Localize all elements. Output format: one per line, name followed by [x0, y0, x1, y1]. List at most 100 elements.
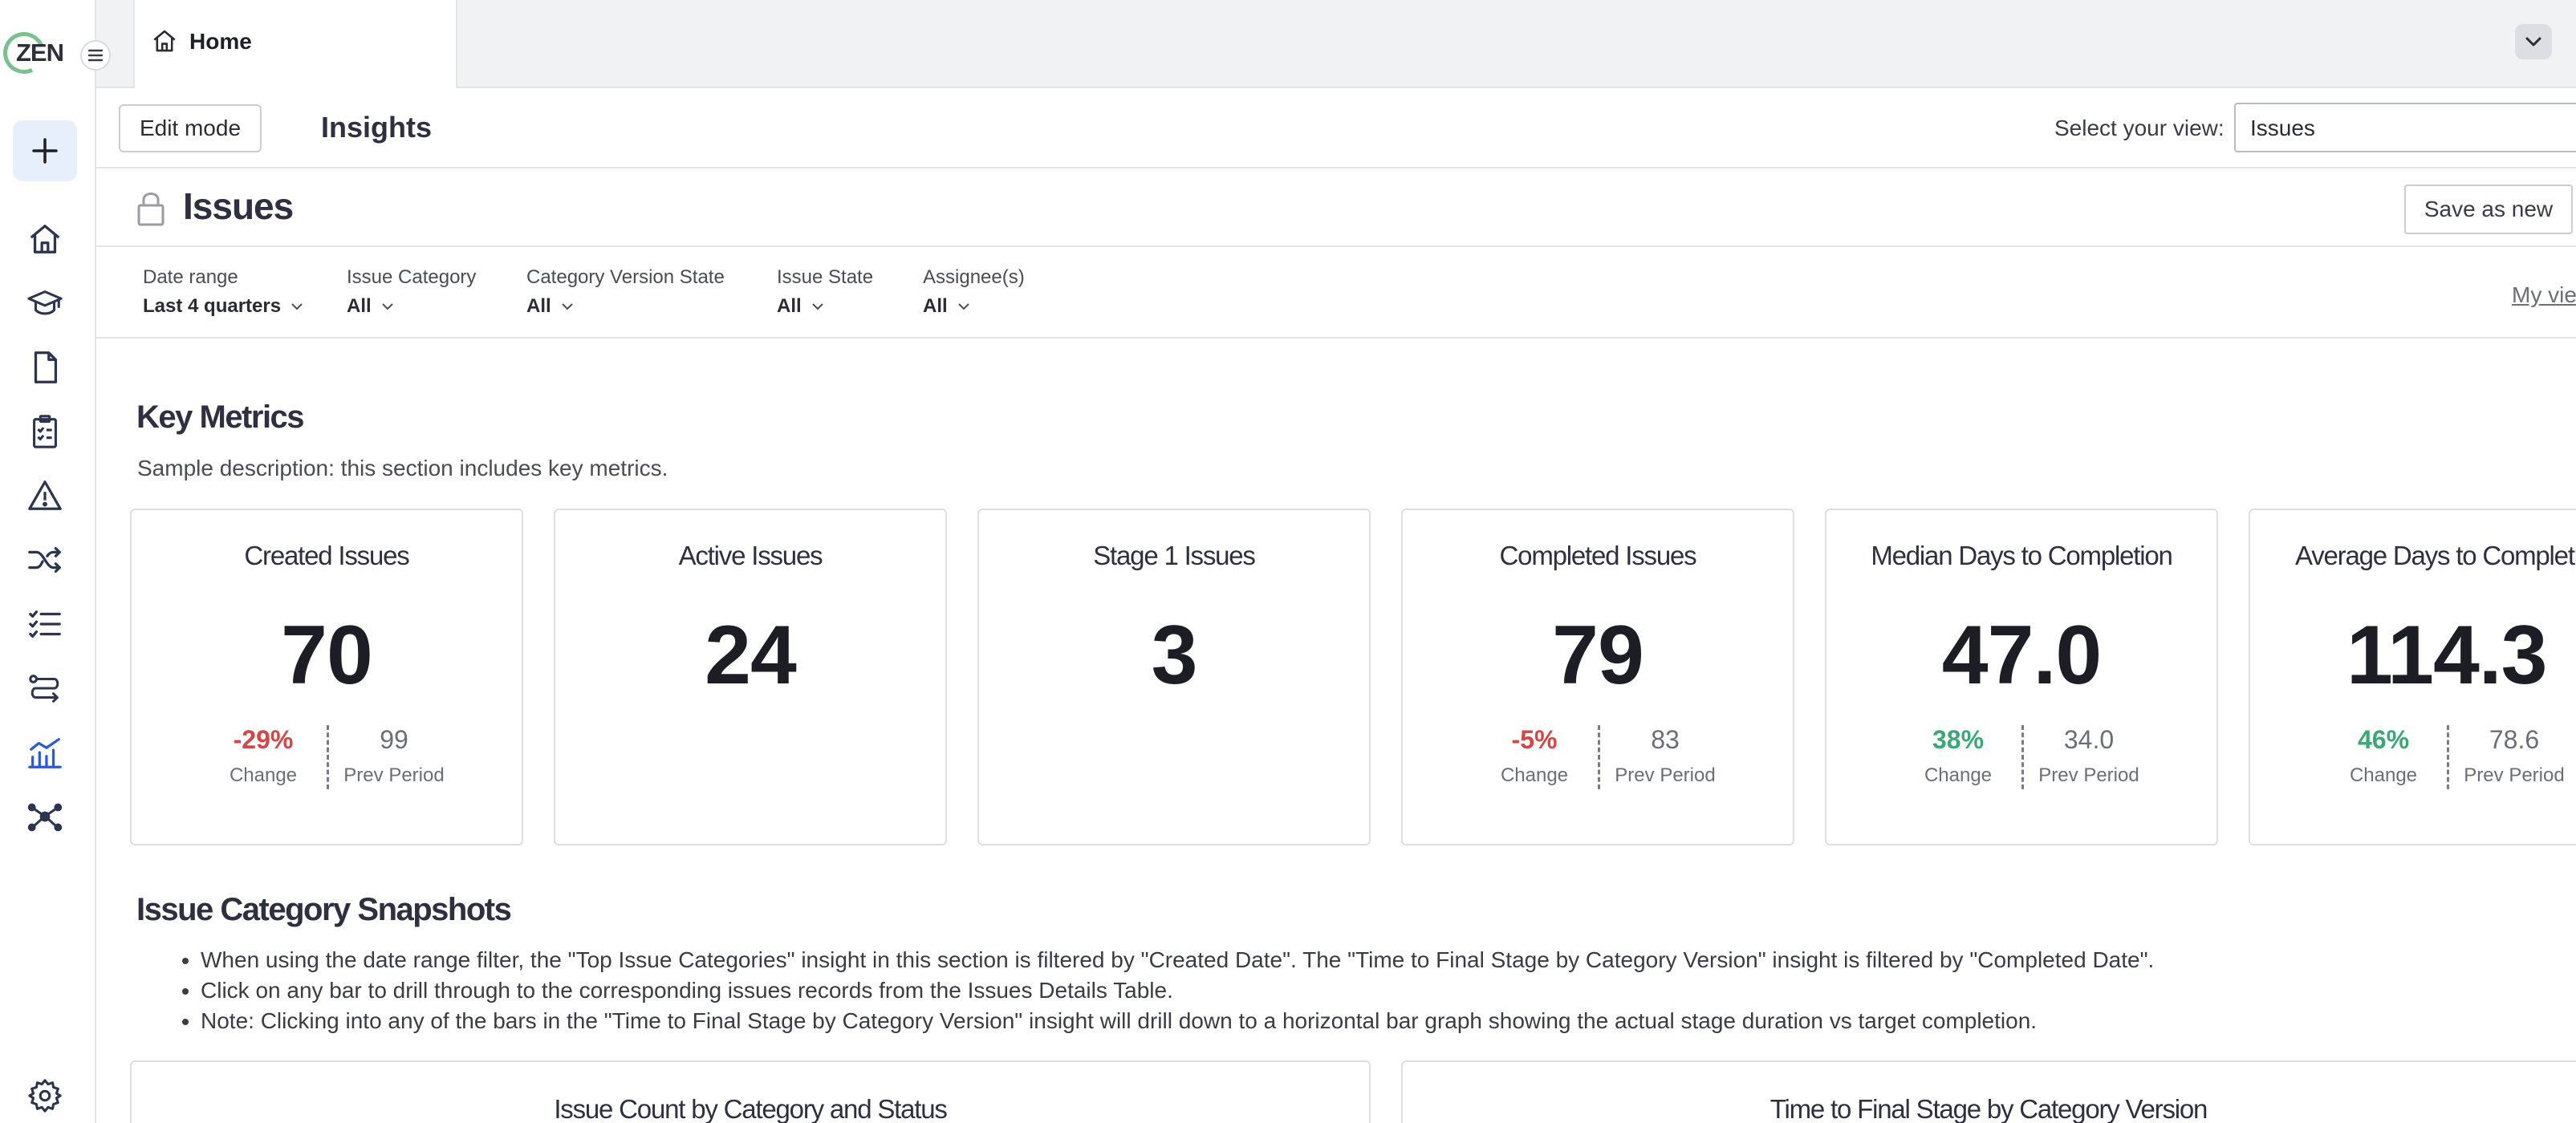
note-item: Click on any bar to drill through to the…	[201, 975, 2528, 1006]
change-value: 38%	[1932, 725, 1985, 754]
divider	[327, 725, 329, 789]
sidebar-toggle-button[interactable]	[80, 40, 111, 71]
metric-change: 46% Change	[2331, 725, 2436, 787]
chart-icon	[28, 738, 62, 768]
note-item: When using the date range filter, the "T…	[201, 945, 2528, 975]
metric-change: 38% Change	[1906, 725, 2010, 787]
metric-value: 79	[1552, 609, 1644, 702]
chart-title: Time to Final Stage by Category Version	[1769, 1094, 2208, 1123]
chevron-down-icon	[811, 303, 823, 310]
chart-card-issue-count[interactable]: Issue Count by Category and Status	[130, 1060, 1371, 1123]
filter-issue-category[interactable]: Issue Category All	[347, 266, 476, 318]
rail-tasks[interactable]	[22, 602, 67, 647]
chevron-down-icon	[561, 303, 573, 310]
metric-card-stage-1-issues[interactable]: Stage 1 Issues 3	[977, 509, 1371, 845]
home-icon	[30, 225, 60, 253]
filter-value-text: All	[347, 295, 372, 317]
filter-date-range[interactable]: Date range Last 4 quarters	[143, 266, 303, 318]
metric-comparison: 46% Change 78.6 Prev Period	[2250, 725, 2576, 793]
save-as-new-button[interactable]: Save as new	[2404, 184, 2573, 234]
rail-home[interactable]	[22, 217, 67, 261]
clipboard-checklist-icon	[33, 415, 57, 448]
filter-label: Date range	[143, 266, 238, 288]
metric-card-active-issues[interactable]: Active Issues 24	[554, 509, 947, 845]
tab-home-label: Home	[189, 29, 252, 54]
metric-value: 24	[705, 609, 797, 702]
filter-label: Issue Category	[347, 266, 477, 288]
my-views-link[interactable]: My vie	[2512, 282, 2576, 307]
app-logo[interactable]: ZEN	[0, 26, 64, 80]
chevron-down-icon	[291, 303, 303, 310]
key-metrics-title: Key Metrics	[136, 399, 305, 435]
prev-caption: Prev Period	[2038, 764, 2139, 786]
metric-change: -29% Change	[211, 725, 315, 787]
page-header: Edit mode Insights Select your view: Iss…	[96, 88, 2576, 168]
metric-change: -5% Change	[1482, 725, 1587, 787]
key-metrics-description: Sample description: this section include…	[137, 456, 668, 480]
rail-workflows[interactable]	[22, 666, 67, 711]
metric-card-completed-issues[interactable]: Completed Issues 79 -5% Change 83 Prev P…	[1401, 509, 1794, 845]
rail-settings[interactable]	[22, 1073, 67, 1118]
filter-value-text: Last 4 quarters	[143, 295, 282, 317]
chevron-down-icon	[2525, 37, 2541, 47]
prev-caption: Prev Period	[1615, 764, 1716, 786]
dashboard-header: Issues Save as new	[96, 170, 2576, 247]
filter-value-text: All	[526, 295, 551, 317]
home-tab-icon	[153, 30, 176, 52]
hamburger-icon	[87, 49, 104, 62]
filter-assignees[interactable]: Assignee(s) All	[923, 266, 1025, 318]
network-icon	[27, 803, 63, 832]
change-caption: Change	[2349, 764, 2418, 786]
change-value: -29%	[233, 725, 294, 754]
prev-value: 34.0	[2063, 725, 2115, 754]
metric-title: Average Days to Completio	[2295, 541, 2576, 570]
tab-bar: Home	[96, 0, 2576, 88]
note-item: Note: Clicking into any of the bars in t…	[201, 1006, 2528, 1036]
prev-value: 83	[1651, 725, 1680, 754]
rail-network[interactable]	[22, 794, 67, 839]
metric-prev-period: 99 Prev Period	[338, 725, 450, 787]
logo-text: ZEN	[16, 39, 64, 67]
view-select[interactable]: Issues	[2234, 103, 2576, 152]
rail-audits[interactable]	[22, 409, 67, 454]
tab-home[interactable]: Home	[133, 0, 457, 88]
prev-caption: Prev Period	[343, 764, 445, 786]
metric-title: Active Issues	[678, 541, 823, 570]
rail-issues[interactable]	[22, 473, 67, 518]
rail-learning[interactable]	[22, 281, 67, 326]
chart-card-time-to-final-stage[interactable]: Time to Final Stage by Category Version	[1401, 1060, 2576, 1123]
prev-value: 99	[380, 725, 408, 754]
filter-value: All	[923, 295, 1025, 318]
metric-value: 70	[281, 609, 373, 702]
filter-bar: Date range Last 4 quarters Issue Categor…	[96, 249, 2576, 339]
dashboard-title: Issues	[183, 185, 294, 227]
metric-title: Stage 1 Issues	[1093, 541, 1256, 570]
filter-value: All	[777, 295, 873, 318]
filter-label: Issue State	[777, 266, 874, 288]
divider	[1598, 725, 1600, 789]
snapshots-notes: When using the date range filter, the "T…	[201, 945, 2528, 1036]
edit-mode-button[interactable]: Edit mode	[119, 104, 262, 152]
metric-card-median-days[interactable]: Median Days to Completion 47.0 38% Chang…	[1825, 509, 2218, 845]
rail-documents[interactable]	[22, 345, 67, 390]
filter-value: All	[526, 295, 725, 318]
rail-insights[interactable]	[22, 730, 67, 775]
plus-icon	[32, 138, 58, 164]
warning-icon	[28, 480, 62, 510]
divider	[2021, 725, 2024, 789]
chevron-down-icon	[957, 303, 969, 310]
tab-list-dropdown-button[interactable]	[2515, 24, 2552, 59]
filter-issue-state[interactable]: Issue State All	[777, 266, 873, 318]
filter-value: All	[347, 295, 476, 318]
metric-card-created-issues[interactable]: Created Issues 70 -29% Change 99 Prev Pe…	[130, 509, 523, 845]
rail-changes[interactable]	[22, 537, 67, 582]
create-new-button[interactable]	[13, 120, 77, 181]
filter-category-version-state[interactable]: Category Version State All	[526, 266, 725, 318]
metric-value: 3	[1151, 609, 1198, 702]
graduation-cap-icon	[27, 290, 63, 315]
metric-card-average-days[interactable]: Average Days to Completio 114.3 46% Chan…	[2249, 509, 2576, 845]
view-select-label: Select your view:	[2054, 116, 2225, 140]
metric-title: Median Days to Completion	[1871, 541, 2173, 570]
filter-label: Category Version State	[526, 266, 725, 288]
filter-value-text: All	[777, 295, 802, 317]
